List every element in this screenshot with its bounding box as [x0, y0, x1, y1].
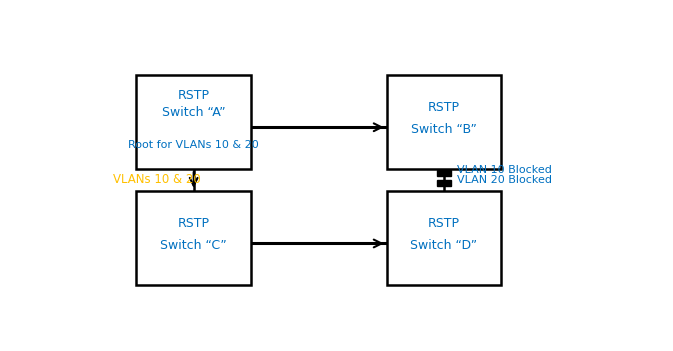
Text: VLAN 20 Blocked: VLAN 20 Blocked: [457, 175, 552, 185]
Text: RSTP: RSTP: [428, 217, 460, 230]
Bar: [136, 74, 251, 169]
Bar: [437, 180, 452, 186]
Text: Switch “A”: Switch “A”: [162, 106, 225, 119]
Text: Switch “C”: Switch “C”: [160, 239, 227, 252]
Text: Root for VLANs 10 & 20: Root for VLANs 10 & 20: [129, 140, 259, 151]
Text: VLAN 10 Blocked: VLAN 10 Blocked: [457, 165, 552, 175]
Text: VLANs 10 & 20: VLANs 10 & 20: [113, 173, 201, 186]
Bar: [136, 191, 251, 285]
Text: Switch “B”: Switch “B”: [411, 123, 477, 136]
Bar: [386, 74, 501, 169]
Bar: [437, 170, 452, 176]
Text: RSTP: RSTP: [428, 101, 460, 114]
Text: RSTP: RSTP: [178, 89, 210, 102]
Bar: [386, 191, 501, 285]
Text: RSTP: RSTP: [178, 217, 210, 230]
Text: Switch “D”: Switch “D”: [411, 239, 478, 252]
